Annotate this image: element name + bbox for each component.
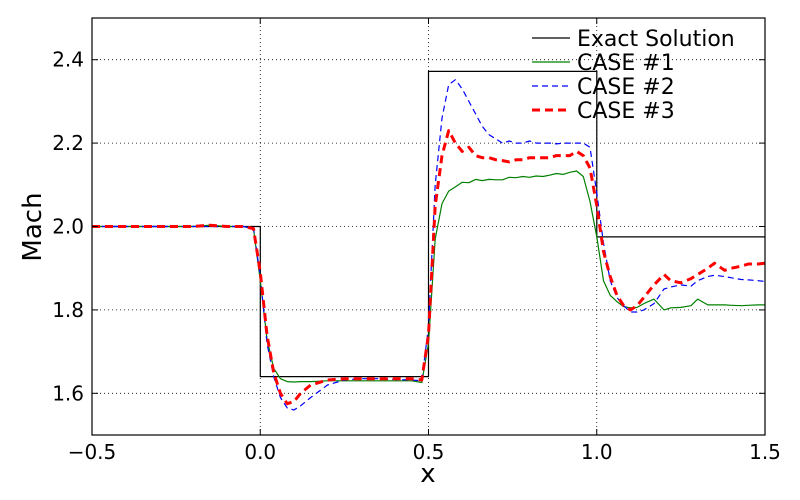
legend-label: Exact Solution [577, 27, 735, 52]
y-tick-label: 2.0 [52, 215, 84, 239]
y-tick-label: 1.6 [52, 381, 84, 405]
legend-label: CASE #3 [577, 99, 675, 124]
legend-label: CASE #2 [577, 75, 675, 100]
x-tick-label: 1.0 [581, 440, 613, 464]
x-tick-label: 0.5 [413, 440, 445, 464]
y-tick-label: 1.8 [52, 298, 84, 322]
axis-ticks: −0.5 0.0 0.5 1.0 1.5 1.6 1.8 2.0 2.2 2.4 [52, 18, 781, 464]
x-tick-label: −0.5 [68, 440, 117, 464]
series-case-3 [92, 129, 765, 406]
series-case-1 [92, 170, 765, 384]
y-axis-title: Mach [18, 192, 48, 261]
x-tick-label: 1.5 [749, 440, 781, 464]
series-exact-solution [92, 70, 765, 378]
plot-lines [92, 70, 765, 411]
y-tick-label: 2.4 [52, 48, 84, 72]
x-axis-title: x [420, 459, 435, 489]
x-tick-label: 0.0 [244, 440, 276, 464]
y-tick-label: 2.2 [52, 131, 84, 155]
legend-label: CASE #1 [577, 51, 675, 76]
